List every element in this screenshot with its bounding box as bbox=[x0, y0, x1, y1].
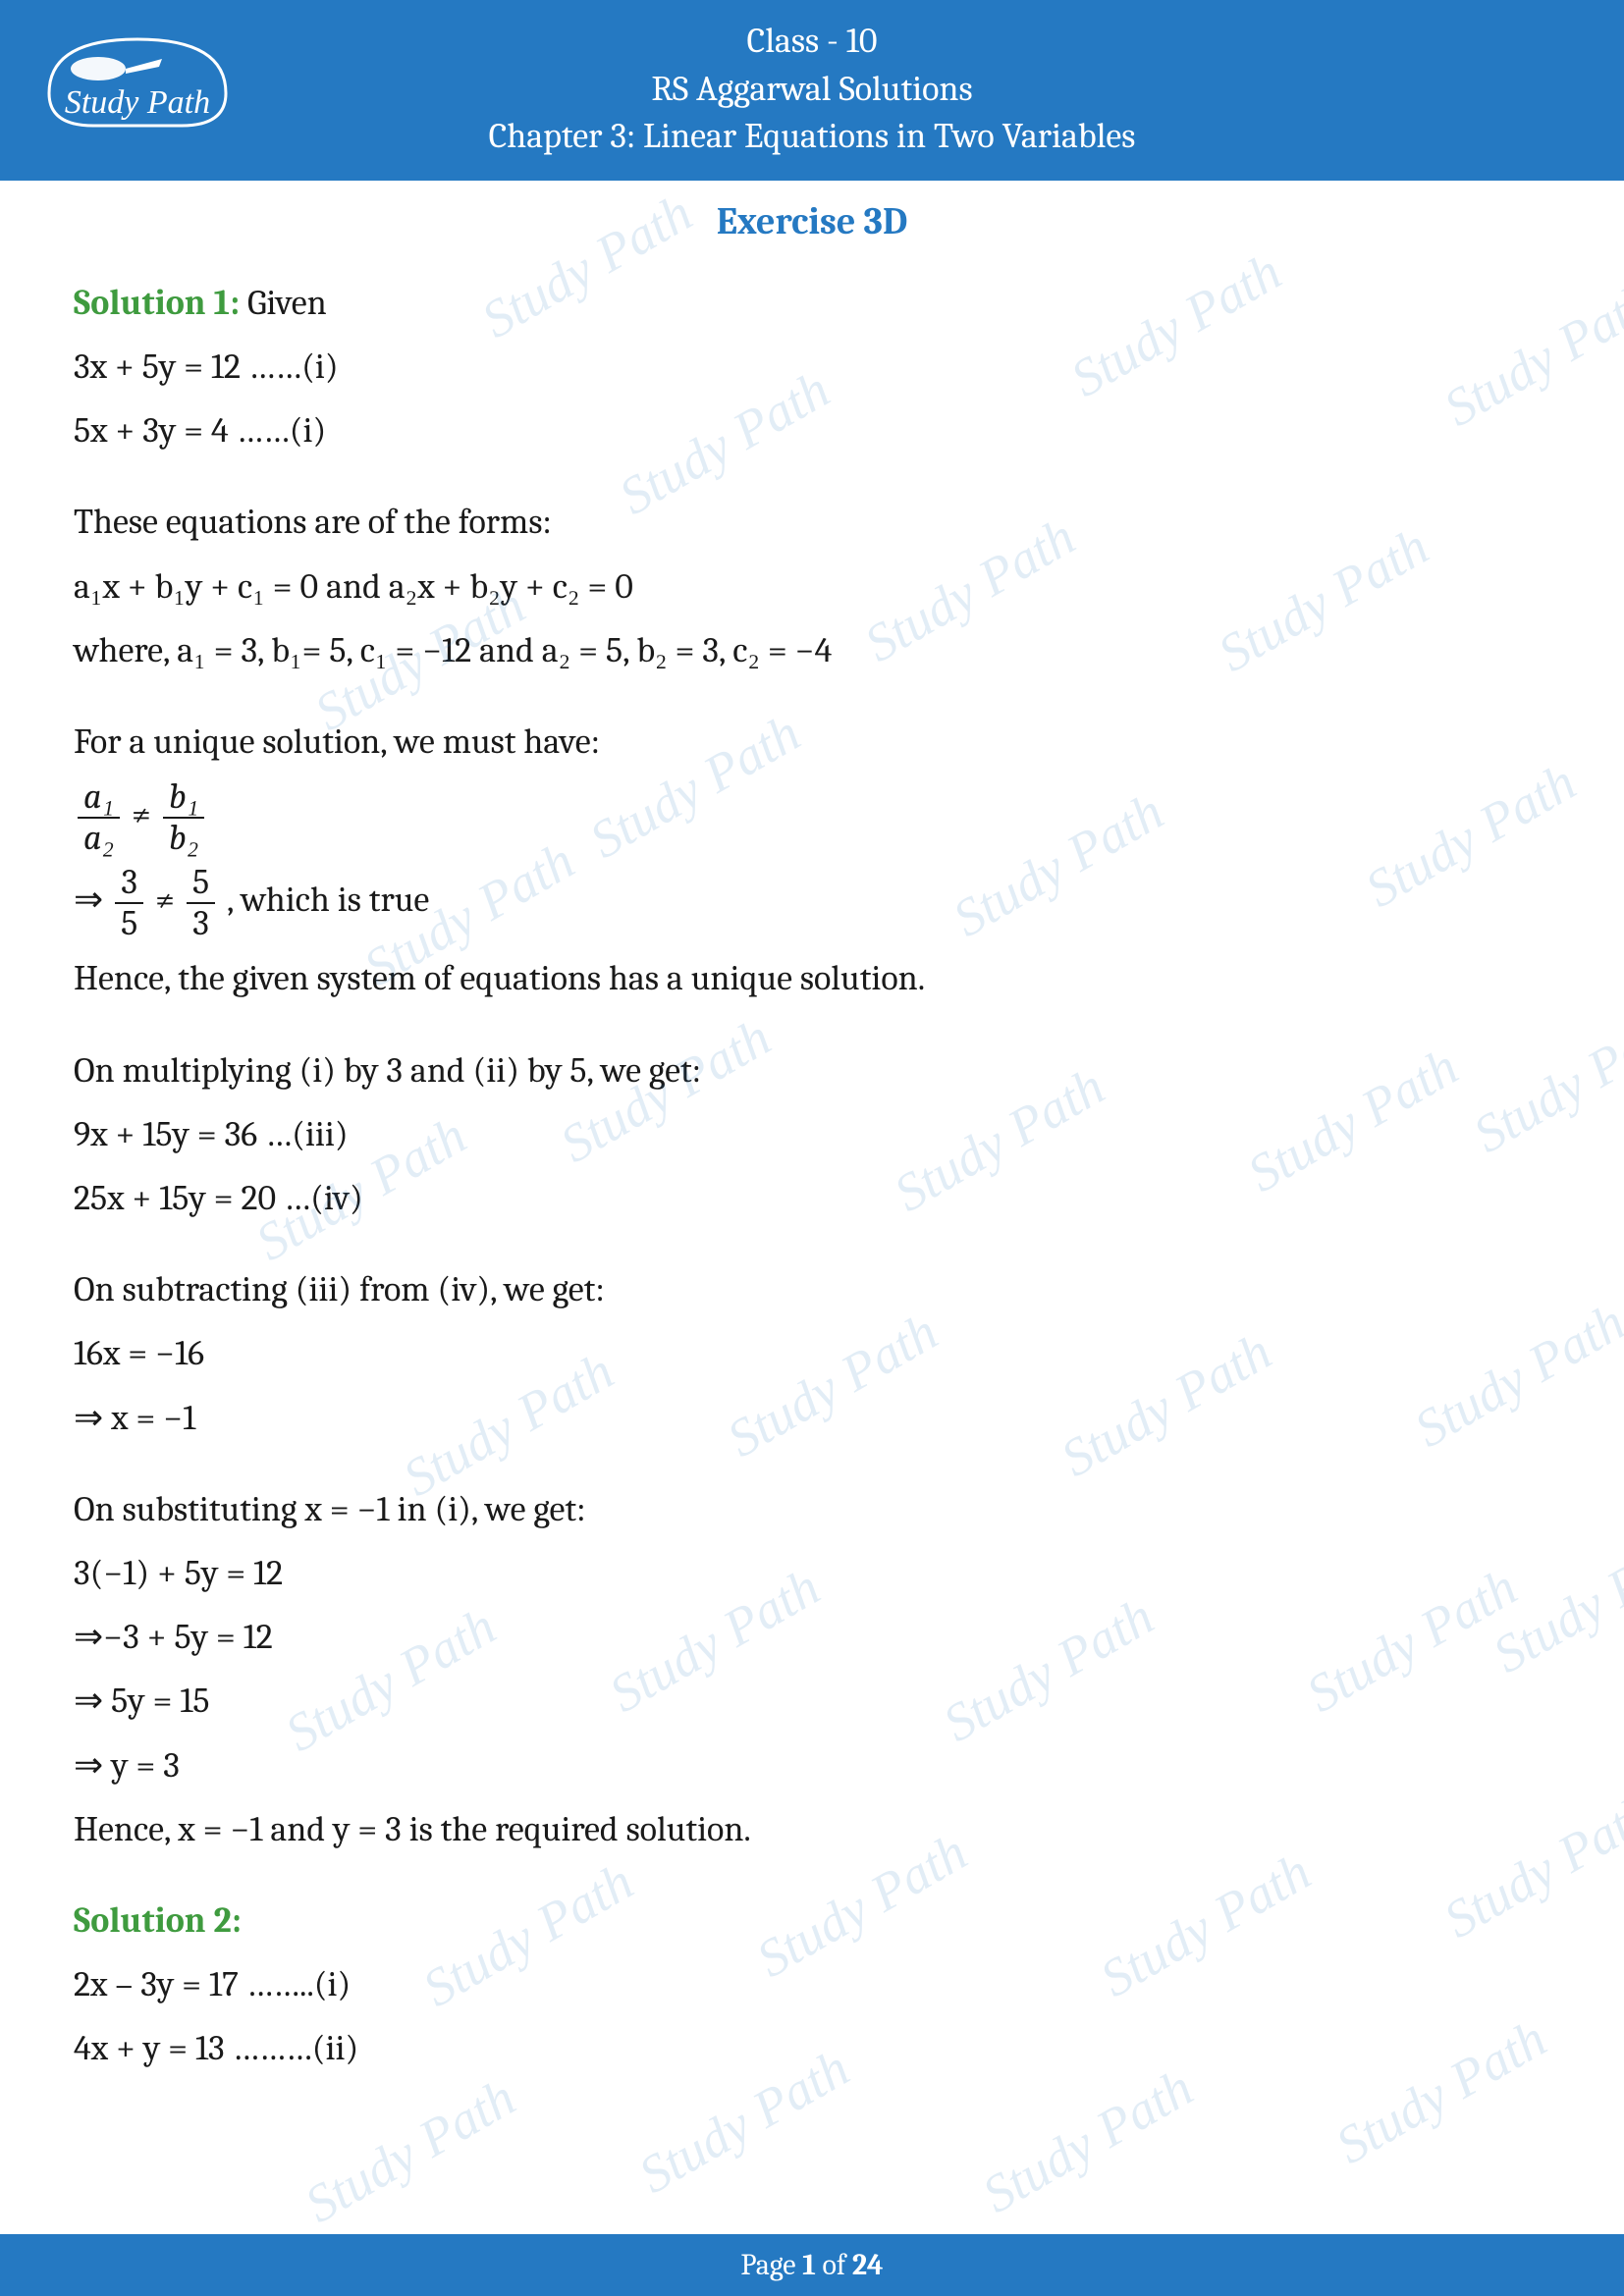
content-area: Solution 1: Given 3x + 5y = 12 ……(i) 5x … bbox=[0, 273, 1624, 2079]
footer-page: 1 bbox=[802, 2248, 816, 2282]
text-line: For a unique solution, we must have: bbox=[74, 712, 1550, 772]
footer-bar: Page 1 of 24 bbox=[0, 2234, 1624, 2296]
equation-line: ⇒ x = −1 bbox=[74, 1388, 1550, 1448]
arrow-symbol: ⇒ bbox=[74, 880, 103, 920]
numerator: 3 bbox=[115, 863, 143, 904]
given-text: Given bbox=[240, 283, 327, 323]
header-book: RS Aggarwal Solutions bbox=[0, 66, 1624, 114]
solution-1-label: Solution 1: bbox=[74, 283, 240, 323]
header-chapter: Chapter 3: Linear Equations in Two Varia… bbox=[0, 113, 1624, 161]
denominator: 5 bbox=[115, 904, 143, 943]
equation-line: 25x + 15y = 20 …(iv) bbox=[74, 1168, 1550, 1228]
neq-symbol: ≠ bbox=[155, 880, 175, 920]
footer-total: 24 bbox=[852, 2248, 884, 2282]
text-line: On substituting x = −1 in (i), we get: bbox=[74, 1479, 1550, 1539]
logo-text: Study Path bbox=[65, 84, 210, 121]
fraction-35: 3 5 bbox=[115, 863, 143, 942]
fraction-inequality-1: a₁ a₂ ≠ b₁ b₂ bbox=[74, 777, 1550, 857]
numerator: 5 bbox=[187, 863, 215, 904]
numerator: a₁ bbox=[83, 776, 114, 817]
study-path-logo: Study Path bbox=[39, 20, 236, 137]
exercise-title: Exercise 3D bbox=[0, 200, 1624, 243]
text-line: On multiplying (i) by 3 and (ii) by 5, w… bbox=[74, 1041, 1550, 1100]
equation-line: 3x + 5y = 12 ……(i) bbox=[74, 337, 1550, 397]
text-line: These equations are of the forms: bbox=[74, 492, 1550, 552]
equation-line: ⇒ y = 3 bbox=[74, 1735, 1550, 1795]
watermark-text: Study Path bbox=[295, 2066, 525, 2234]
footer-prefix: Page bbox=[740, 2248, 802, 2282]
equation-line: where, a₁ = 3, b₁= 5, c₁ = −12 and a₂ = … bbox=[74, 620, 1550, 680]
equation-line: a₁x + b₁y + c₁ = 0 and a₂x + b₂y + c₂ = … bbox=[74, 557, 1550, 616]
fraction-53: 5 3 bbox=[187, 863, 215, 942]
equation-line: 4x + y = 13 ………(ii) bbox=[74, 2018, 1550, 2078]
solution-2-label: Solution 2: bbox=[74, 1900, 242, 1941]
equation-line: 16x = −16 bbox=[74, 1323, 1550, 1383]
numerator: b₁ bbox=[169, 776, 198, 817]
which-true-text: , which is true bbox=[227, 880, 429, 920]
equation-line: ⇒ 5y = 15 bbox=[74, 1671, 1550, 1731]
solution-2-heading: Solution 2: bbox=[74, 1891, 1550, 1950]
header-bar: Study Path Class - 10 RS Aggarwal Soluti… bbox=[0, 0, 1624, 181]
fraction-a: a₁ a₂ bbox=[78, 777, 120, 857]
neq-symbol: ≠ bbox=[132, 794, 151, 834]
equation-line: 9x + 15y = 36 …(iii) bbox=[74, 1104, 1550, 1164]
equation-line: ⇒−3 + 5y = 12 bbox=[74, 1607, 1550, 1667]
text-line: Hence, x = −1 and y = 3 is the required … bbox=[74, 1799, 1550, 1859]
denominator: a₂ bbox=[83, 818, 114, 858]
text-line: Hence, the given system of equations has… bbox=[74, 948, 1550, 1008]
denominator: 3 bbox=[187, 904, 215, 943]
fraction-inequality-2: ⇒ 3 5 ≠ 5 3 , which is true bbox=[74, 863, 1550, 942]
solution-1-heading: Solution 1: Given bbox=[74, 273, 1550, 333]
watermark-text: Study Path bbox=[972, 2056, 1203, 2224]
equation-line: 5x + 3y = 4 ……(i) bbox=[74, 400, 1550, 460]
denominator: b₂ bbox=[169, 818, 198, 858]
equation-line: 3(−1) + 5y = 12 bbox=[74, 1543, 1550, 1603]
footer-mid: of bbox=[816, 2248, 852, 2282]
equation-line: 2x – 3y = 17 ……..(i) bbox=[74, 1954, 1550, 2014]
fraction-b: b₁ b₂ bbox=[163, 777, 204, 857]
header-class: Class - 10 bbox=[0, 18, 1624, 66]
text-line: On subtracting (iii) from (iv), we get: bbox=[74, 1259, 1550, 1319]
